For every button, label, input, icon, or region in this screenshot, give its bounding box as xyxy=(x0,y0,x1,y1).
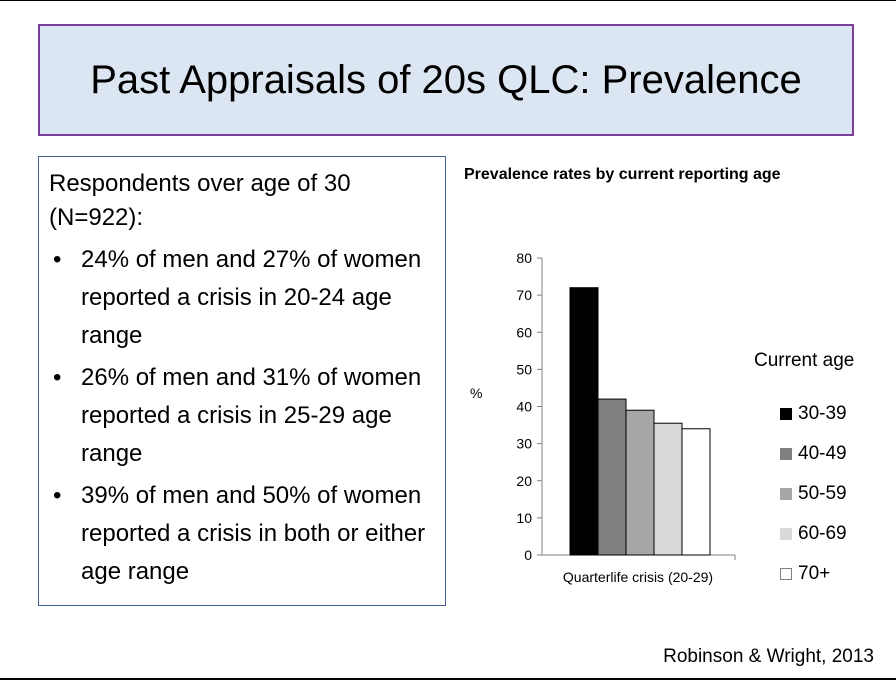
legend-title: Current age xyxy=(754,350,855,371)
bullet-text: 24% of men and 27% of women reported a c… xyxy=(81,246,422,349)
legend-swatch xyxy=(780,408,792,420)
chart-title: Prevalence rates by current reporting ag… xyxy=(464,166,781,183)
bullet-dot-icon: • xyxy=(53,246,62,273)
legend-item-60-69: 60-69 xyxy=(780,523,847,545)
y-tick-label: 60 xyxy=(516,324,532,340)
bullet-item: • 39% of men and 50% of women reported a… xyxy=(49,477,435,591)
legend-label: 60-69 xyxy=(798,523,847,544)
slide-title: Past Appraisals of 20s QLC: Prevalence xyxy=(90,57,802,102)
legend-label: 30-39 xyxy=(798,403,847,424)
bullet-dot-icon: • xyxy=(53,364,62,391)
bullet-list: • 24% of men and 27% of women reported a… xyxy=(49,241,435,591)
y-tick-label: 20 xyxy=(516,473,532,489)
top-rule xyxy=(0,0,896,1)
bar-70+ xyxy=(681,428,711,556)
legend-item-50-59: 50-59 xyxy=(780,483,847,505)
intro-text: Respondents over age of 30 (N=922): xyxy=(49,170,351,231)
bullet-text: 26% of men and 31% of women reported a c… xyxy=(81,364,422,467)
bullet-item: • 26% of men and 31% of women reported a… xyxy=(49,359,435,473)
bullet-dot-icon: • xyxy=(53,482,62,509)
bar-30-39 xyxy=(569,287,599,556)
y-tick-label: 70 xyxy=(516,287,532,303)
legend-label: 40-49 xyxy=(798,443,847,464)
bar-chart: 0 10 20 30 40 50 60 70 80% Quarterlife crisis (20… xyxy=(470,250,736,585)
legend-swatch xyxy=(780,488,792,500)
legend-swatch xyxy=(780,528,792,540)
y-tick-label: 40 xyxy=(516,399,532,415)
title-box: Past Appraisals of 20s QLC: Prevalence xyxy=(38,24,854,136)
legend-label: 50-59 xyxy=(798,483,847,504)
y-tick-label: 0 xyxy=(524,547,532,563)
legend-label: 70+ xyxy=(798,563,831,584)
bar-60-69 xyxy=(653,422,683,556)
citation: Robinson & Wright, 2013 xyxy=(663,646,874,667)
y-axis-label: % xyxy=(470,385,482,401)
y-tick-label: 50 xyxy=(516,361,532,377)
y-tick-label: 10 xyxy=(516,510,532,526)
legend-item-70+: 70+ xyxy=(780,563,830,585)
bottom-rule xyxy=(0,678,896,680)
legend-item-40-49: 40-49 xyxy=(780,443,847,465)
legend-swatch xyxy=(780,448,792,460)
legend-swatch xyxy=(780,568,792,580)
x-category-label: Quarterlife crisis (20-29) xyxy=(563,569,713,585)
legend-item-30-39: 30-39 xyxy=(780,403,847,425)
y-tick-label: 30 xyxy=(516,436,532,452)
bar-50-59 xyxy=(625,409,655,556)
bar-40-49 xyxy=(597,398,627,556)
text-box: Respondents over age of 30 (N=922): • 24… xyxy=(38,156,446,606)
y-tick-label: 80 xyxy=(516,250,532,266)
bullet-text: 39% of men and 50% of women reported a c… xyxy=(81,482,426,585)
bullet-item: • 24% of men and 27% of women reported a… xyxy=(49,241,435,355)
